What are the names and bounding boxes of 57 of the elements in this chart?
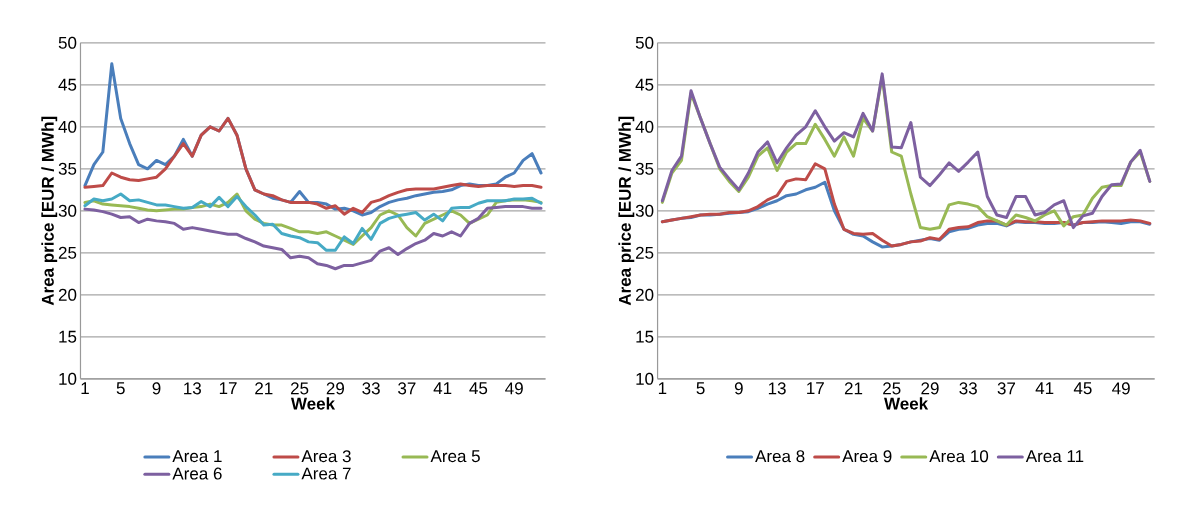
y-tick-label: 35 — [635, 162, 654, 175]
legend-label: Area 3 — [301, 450, 351, 463]
legend-label: Area 10 — [929, 450, 989, 463]
legend-label: Area 5 — [430, 450, 480, 463]
x-tick-label: 9 — [152, 382, 161, 395]
y-tick-label: 15 — [636, 330, 654, 343]
x-tick-label: 41 — [433, 382, 452, 395]
x-tick-label: 1 — [658, 382, 667, 395]
x-tick-label: 25 — [883, 382, 901, 395]
x-tick-label: 21 — [255, 382, 273, 395]
legend-label: Area 8 — [755, 450, 805, 463]
x-axis-title: Week — [884, 397, 929, 410]
x-tick-label: 49 — [505, 382, 523, 395]
legend-label: Area 9 — [842, 450, 892, 463]
x-tick-label: 13 — [768, 382, 786, 395]
legend-label: Area 7 — [301, 467, 351, 480]
x-tick-label: 1 — [81, 382, 89, 395]
x-tick-label: 13 — [184, 382, 201, 395]
x-tick-label: 45 — [469, 382, 488, 395]
y-tick-label: 25 — [58, 246, 77, 259]
y-axis-title: Area price [EUR / MWh] — [618, 116, 635, 306]
legend-label: Area 11 — [1025, 450, 1084, 463]
y-tick-label: 45 — [58, 78, 77, 91]
x-tick-label: 9 — [734, 382, 743, 395]
y-tick-label: 40 — [635, 120, 654, 133]
x-axis-title: Week — [290, 397, 336, 410]
x-tick-label: 25 — [290, 382, 309, 395]
x-tick-label: 41 — [1035, 382, 1054, 395]
x-tick-label: 5 — [116, 382, 125, 395]
y-tick-label: 10 — [59, 372, 77, 385]
x-tick-label: 37 — [997, 382, 1016, 395]
y-tick-label: 10 — [636, 372, 654, 385]
x-tick-label: 45 — [1073, 382, 1092, 395]
x-tick-label: 17 — [807, 382, 824, 395]
y-tick-label: 50 — [635, 36, 654, 49]
y-tick-label: 45 — [635, 78, 654, 91]
y-tick-label: 20 — [58, 288, 77, 301]
y-tick-label: 25 — [636, 246, 654, 259]
x-tick-label: 29 — [921, 382, 939, 395]
x-tick-label: 17 — [219, 382, 237, 395]
x-tick-label: 29 — [326, 382, 344, 395]
y-axis-title: Area price [EUR / MWh] — [41, 116, 58, 306]
legend-label: Area 6 — [172, 467, 222, 480]
y-tick-label: 15 — [59, 330, 77, 343]
y-tick-label: 20 — [636, 288, 654, 301]
x-tick-label: 49 — [1112, 382, 1130, 395]
y-tick-label: 35 — [58, 162, 77, 175]
x-tick-label: 5 — [696, 382, 705, 395]
legend-label: Area 1 — [172, 450, 222, 463]
y-tick-label: 40 — [58, 120, 77, 133]
x-tick-label: 37 — [398, 382, 416, 395]
y-tick-label: 50 — [58, 36, 77, 49]
x-tick-label: 33 — [959, 382, 977, 395]
x-tick-label: 33 — [362, 382, 380, 395]
y-tick-label: 30 — [58, 204, 77, 217]
y-tick-label: 30 — [635, 204, 654, 217]
x-tick-label: 21 — [844, 382, 863, 395]
